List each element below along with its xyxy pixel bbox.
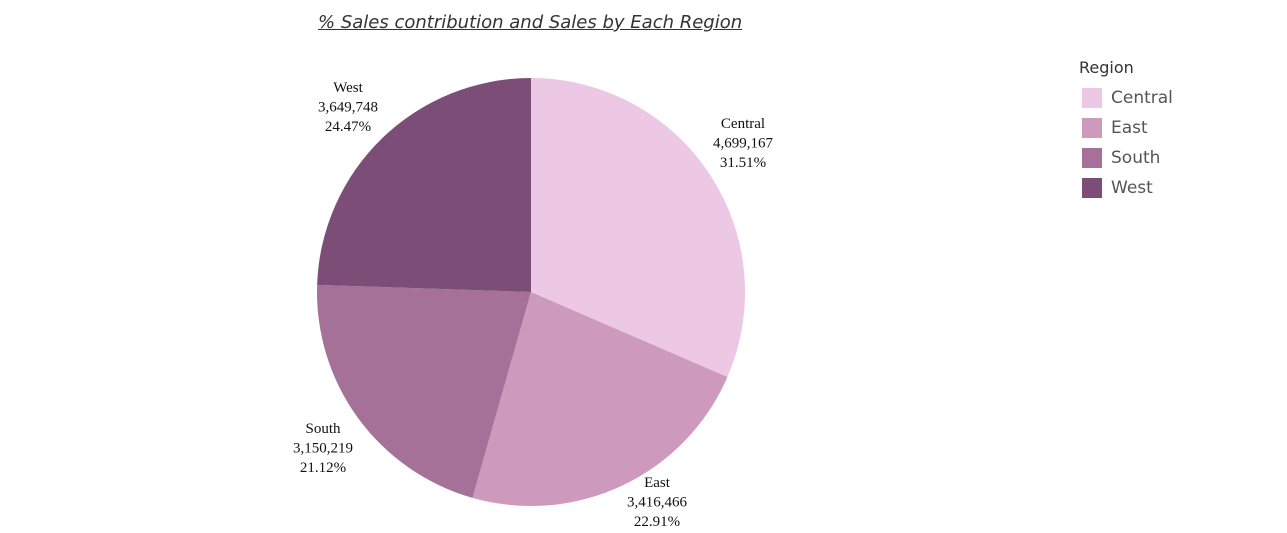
chart-title: % Sales contribution and Sales by Each R… xyxy=(318,12,743,33)
slice-label-east: East 3,416,466 22.91% xyxy=(627,475,688,530)
legend-swatch xyxy=(1082,178,1102,198)
slice-label-central: Central 4,699,167 31.51% xyxy=(713,116,774,171)
slice-label-west: West 3,649,748 24.47% xyxy=(318,80,378,135)
slice-value: 4,699,167 xyxy=(713,136,774,152)
pie-slice-south[interactable] xyxy=(317,284,531,498)
legend: Region Central East South West xyxy=(1079,58,1173,203)
legend-item-central[interactable]: Central xyxy=(1079,83,1173,113)
legend-label: South xyxy=(1111,148,1161,168)
slice-value: 3,416,466 xyxy=(627,495,688,511)
slice-label-south: South 3,150,219 21.12% xyxy=(293,421,353,476)
pie-slice-west[interactable] xyxy=(317,78,531,292)
legend-label: East xyxy=(1111,118,1148,138)
slice-category: South xyxy=(305,421,341,437)
legend-item-west[interactable]: West xyxy=(1079,173,1173,203)
slice-labels: Central 4,699,167 31.51% East 3,416,466 22.91… xyxy=(293,80,774,530)
pie-slice-central[interactable] xyxy=(531,78,745,378)
legend-swatch xyxy=(1082,118,1102,138)
slice-value: 3,150,219 xyxy=(293,441,353,457)
legend-items: Central East South West xyxy=(1079,83,1173,203)
slice-percent: 22.91% xyxy=(634,514,680,530)
pie-slice-east[interactable] xyxy=(472,292,728,507)
legend-item-south[interactable]: South xyxy=(1079,143,1173,173)
slice-value: 3,649,748 xyxy=(318,100,378,116)
legend-label: Central xyxy=(1111,88,1173,108)
slice-category: East xyxy=(644,475,671,491)
slice-percent: 31.51% xyxy=(720,155,766,171)
slice-percent: 24.47% xyxy=(325,119,371,135)
legend-item-east[interactable]: East xyxy=(1079,113,1173,143)
pie-slices xyxy=(317,78,745,507)
slice-category: West xyxy=(333,80,363,96)
legend-title: Region xyxy=(1079,58,1134,77)
slice-percent: 21.12% xyxy=(300,460,346,476)
legend-label: West xyxy=(1111,178,1153,198)
legend-swatch xyxy=(1082,148,1102,168)
slice-category: Central xyxy=(721,116,765,132)
legend-swatch xyxy=(1082,88,1102,108)
